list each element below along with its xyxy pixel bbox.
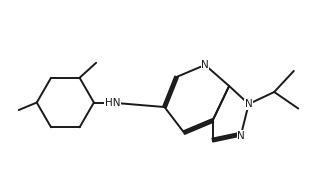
Text: N: N	[245, 99, 252, 109]
Text: HN: HN	[105, 97, 120, 107]
Text: N: N	[237, 131, 245, 141]
Text: N: N	[201, 60, 209, 70]
